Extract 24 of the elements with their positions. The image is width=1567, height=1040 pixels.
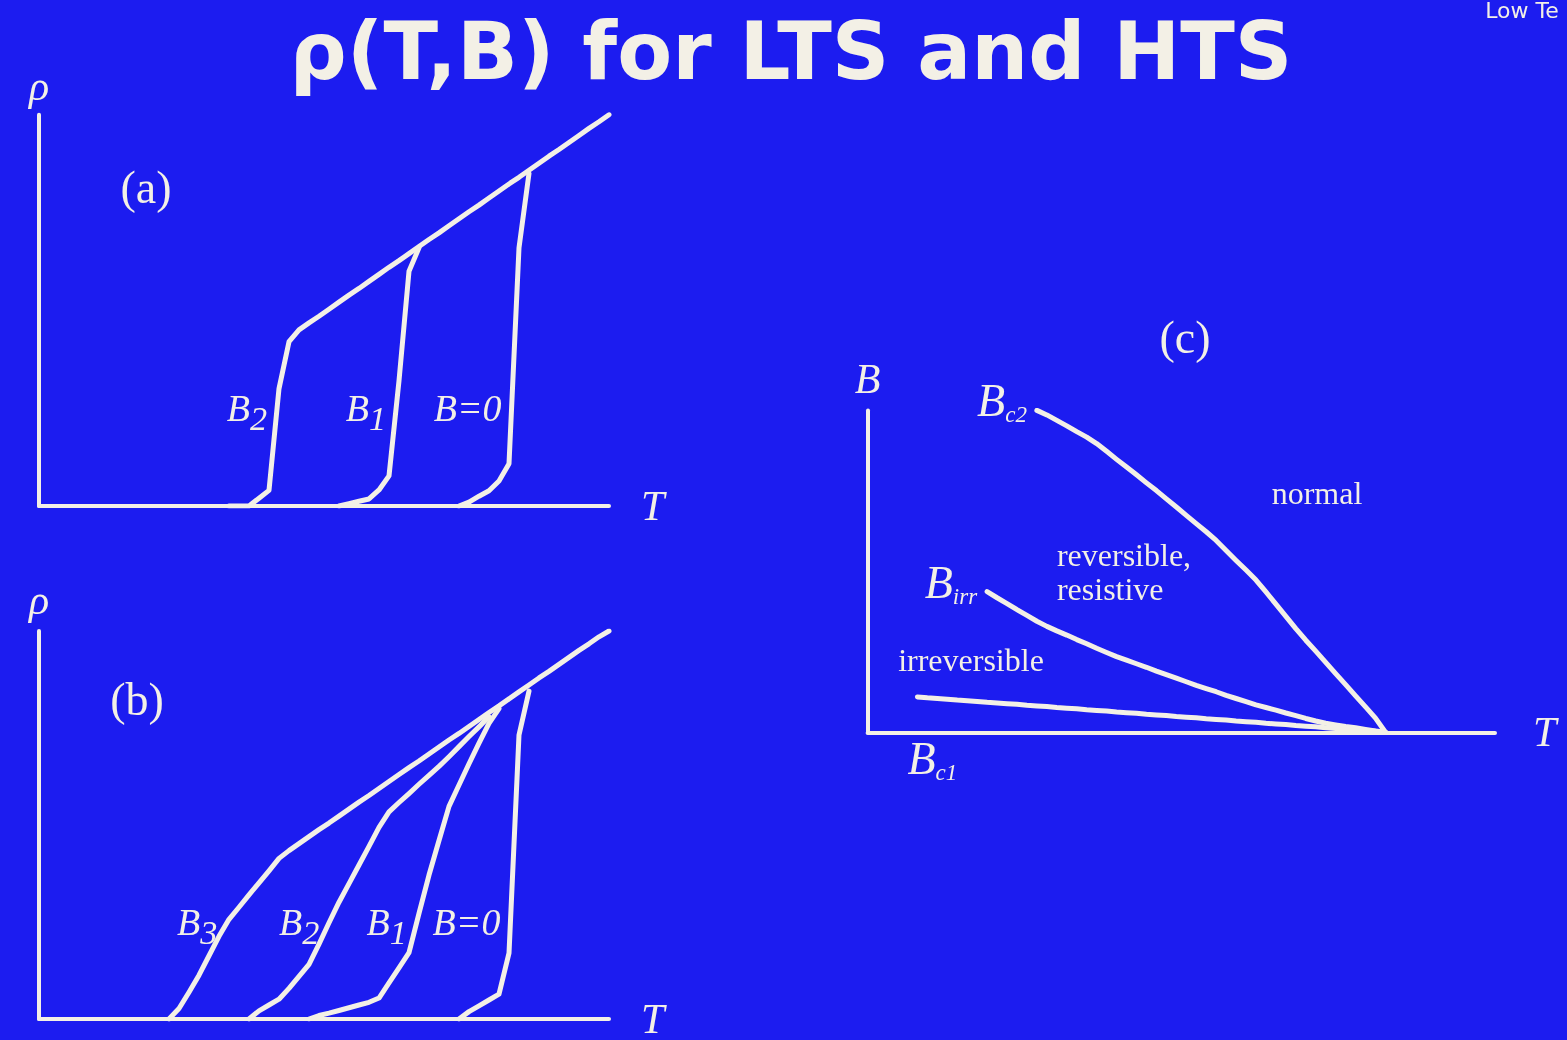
annotation: normal: [1271, 475, 1363, 511]
series-label: B$_{c1}$: [907, 733, 958, 786]
x-axis-title: T: [641, 996, 667, 1040]
series-label: B=0: [432, 901, 501, 943]
series-label: B$_{3}$: [177, 901, 218, 951]
series-label: B$_{1}$: [366, 901, 407, 951]
text: ρ(T,B) for LTS and HTS: [289, 5, 1293, 98]
series-label: B$_{irr}$: [924, 556, 978, 609]
y-axis-title: B: [854, 356, 881, 403]
x-axis-title: T: [1533, 709, 1559, 756]
series-label: B=0: [433, 387, 502, 430]
series-label: B$_{2}$: [279, 901, 320, 951]
y-axis-title: ρ: [26, 577, 50, 623]
text: Low Te: [1485, 0, 1559, 23]
x-axis-title: T: [641, 483, 667, 529]
annotation: (a): [120, 162, 172, 213]
series-label: B$_{c2}$: [977, 375, 1027, 427]
annotation: reversible, resistive: [1056, 537, 1192, 607]
series-label: B$_{1}$: [345, 387, 387, 437]
series-label: B$_{2}$: [226, 387, 268, 437]
text: (c): [1159, 312, 1211, 363]
annotation: irreversible: [898, 642, 1044, 678]
y-axis-title: ρ: [26, 62, 50, 109]
annotation: (b): [110, 674, 164, 725]
